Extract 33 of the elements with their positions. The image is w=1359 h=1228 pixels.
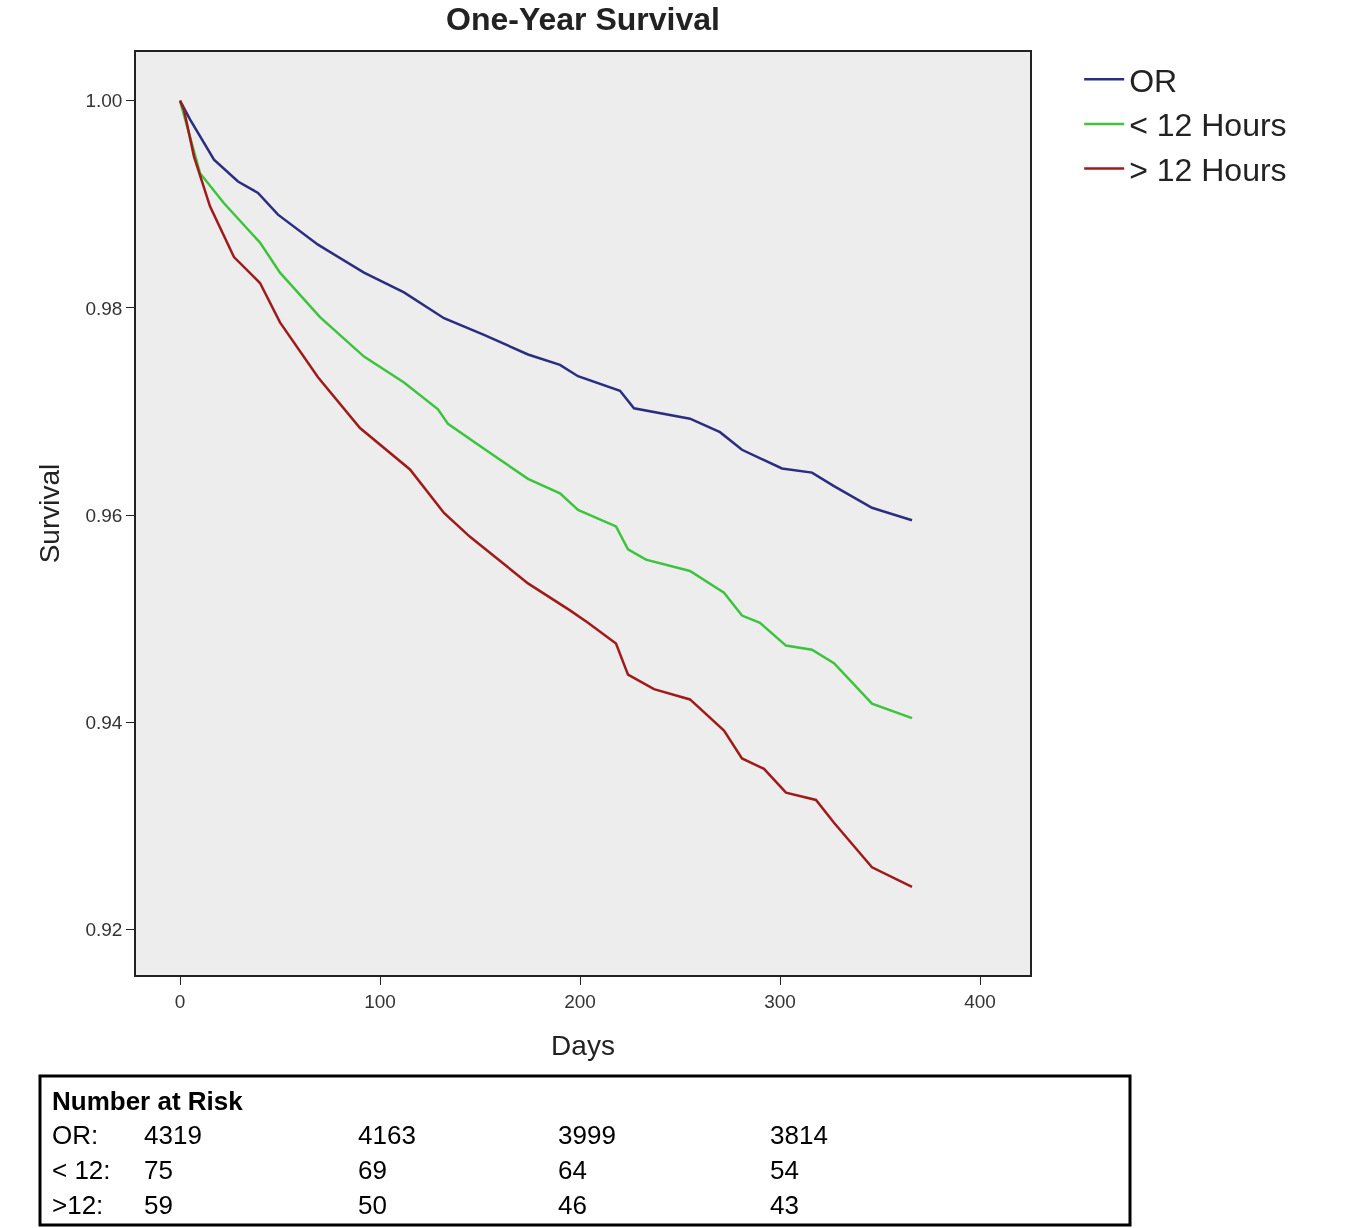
x-tick-label: 400 [964,990,996,1012]
y-tick-label: 0.94 [85,711,123,733]
x-axis-title: Days [551,1030,615,1062]
text: 59 [144,1190,173,1220]
y-tick-label: 0.96 [85,504,123,526]
legend-label: > 12 Hours [1129,151,1287,188]
y-axis-title: Survival [33,463,65,564]
x-tick-label: 0 [174,990,186,1012]
y-tick-label: 0.98 [85,297,123,319]
legend-label: < 12 Hours [1129,107,1287,144]
line-series [178,99,914,889]
text: 43 [770,1190,799,1220]
text: 4319 [144,1120,202,1150]
x-tick-label: 300 [764,990,796,1012]
y-tick-label: 0.92 [85,919,123,941]
chart-title: One-Year Survival [446,1,720,38]
text: 46 [558,1190,587,1220]
text: 64 [558,1155,587,1185]
text: 3814 [770,1120,828,1150]
text: 50 [358,1190,387,1220]
text: Number at Risk [52,1086,244,1116]
x-tick-label: 200 [564,990,596,1012]
x-tick-label: 100 [364,990,396,1012]
y-tick-label: 1.00 [85,90,123,112]
text: 75 [144,1155,173,1185]
text: 69 [358,1155,387,1185]
legend-label: OR [1129,62,1178,99]
text: 3999 [558,1120,616,1150]
text: 54 [770,1155,799,1185]
text: >12: [52,1190,104,1220]
text: OR: [52,1120,99,1150]
text: 4163 [358,1120,416,1150]
text: < 12: [52,1155,111,1185]
